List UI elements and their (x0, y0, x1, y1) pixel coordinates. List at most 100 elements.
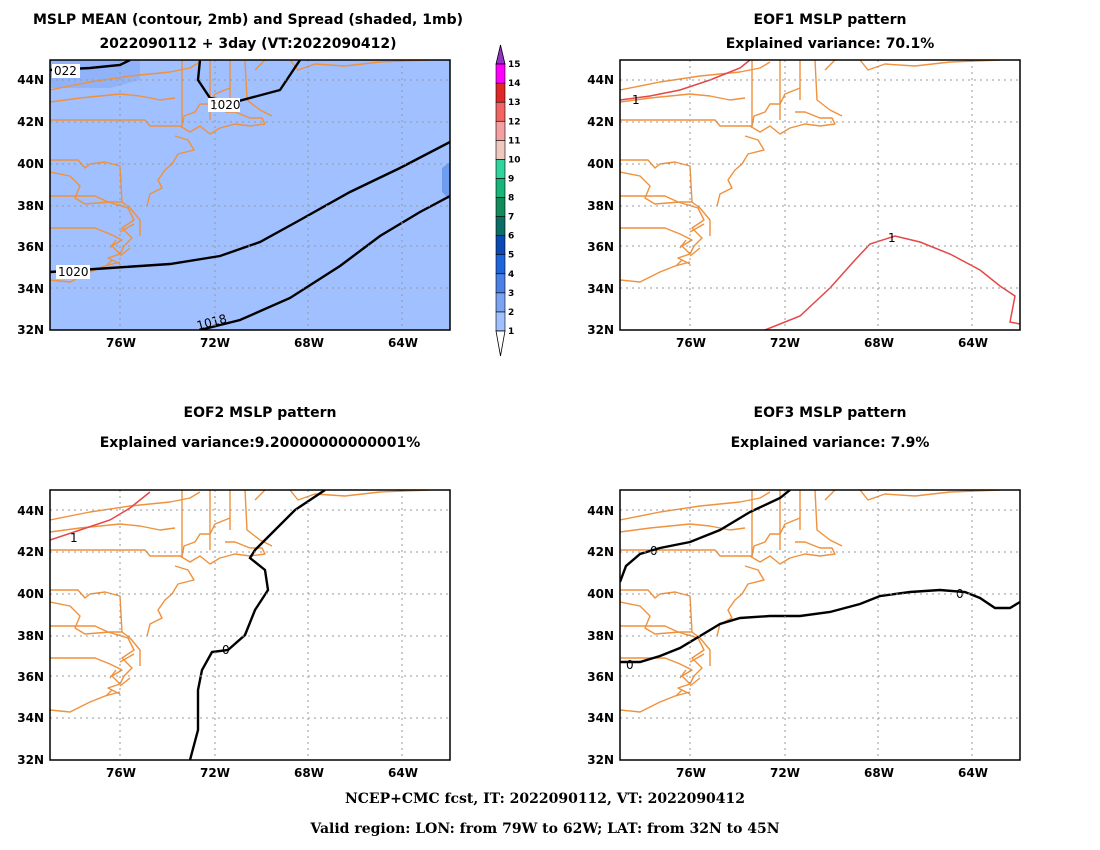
colorbar-box (495, 120, 506, 141)
colorbar-box (495, 159, 506, 179)
lat-label: 40N (587, 157, 614, 171)
panel3-title: EOF2 MSLP pattern (184, 405, 337, 421)
panel-eof1: EOF1 MSLP pattern Explained variance: 70… (587, 12, 1021, 350)
lon-label: 76W (106, 766, 136, 780)
contour-label: 1 (632, 93, 640, 107)
lat-label: 32N (17, 323, 44, 337)
panel2-title: EOF1 MSLP pattern (754, 12, 907, 28)
footer-line-2: Valid region: LON: from 79W to 62W; LAT:… (309, 821, 779, 837)
lat-label: 36N (17, 670, 44, 684)
colorbar-box (495, 292, 506, 313)
colorbar-label: 3 (508, 289, 514, 299)
lat-label: 32N (587, 753, 614, 767)
colorbar-box (495, 216, 506, 236)
lat-axis: 44N 42N 40N 38N 36N 34N 32N (587, 504, 614, 767)
lon-label: 64W (388, 336, 418, 350)
colorbar-box (495, 63, 506, 84)
lat-axis: 44N 42N 40N 38N 36N 34N 32N (587, 73, 614, 337)
lon-label: 72W (200, 766, 230, 780)
spread-shading-4mb (442, 162, 450, 200)
lat-label: 32N (17, 753, 44, 767)
colorbar-label: 12 (508, 117, 521, 127)
lon-label: 64W (958, 336, 988, 350)
lat-label: 42N (17, 545, 44, 559)
gridlines (50, 490, 450, 760)
lon-label: 68W (294, 336, 324, 350)
colorbar-label: 8 (508, 194, 514, 204)
panel4-subtitle: Explained variance: 7.9% (731, 435, 930, 451)
lat-label: 36N (587, 670, 614, 684)
gridlines (620, 60, 1020, 330)
lat-label: 38N (587, 199, 614, 213)
eof1-contours (620, 60, 1020, 330)
lat-label: 34N (17, 282, 44, 296)
mslp-contours (50, 60, 450, 330)
contour-label: 1 (888, 231, 896, 245)
contour-label: 0 (222, 643, 230, 657)
lat-label: 42N (587, 545, 614, 559)
lon-axis: 76W 72W 68W 64W (676, 336, 988, 350)
colorbar-label: 15 (508, 60, 521, 70)
colorbar-box (495, 178, 506, 198)
lat-label: 42N (587, 115, 614, 129)
colorbar-box (495, 82, 506, 103)
colorbar-label: 7 (508, 213, 514, 223)
panel3-subtitle: Explained variance:9.20000000000001% (100, 435, 421, 451)
lon-axis: 76W 72W 68W 64W (106, 766, 418, 780)
lat-label: 40N (587, 587, 614, 601)
map-frame (619, 59, 1021, 331)
panel4-title: EOF3 MSLP pattern (754, 405, 907, 421)
contour-label: 0 (650, 544, 658, 558)
contour-label: 1 (70, 531, 78, 545)
lat-label: 38N (17, 199, 44, 213)
lon-label: 72W (770, 336, 800, 350)
gridlines (50, 60, 450, 330)
colorbar-box (495, 101, 506, 122)
lat-label: 34N (587, 711, 614, 725)
contour-label: 0 (626, 658, 634, 672)
colorbar-label: 13 (508, 98, 521, 108)
map-frame (49, 489, 451, 761)
lat-label: 38N (17, 629, 44, 643)
panel2-subtitle: Explained variance: 70.1% (726, 36, 935, 52)
colorbar-arrow-bottom (495, 330, 506, 357)
contour-label: 1020 (58, 265, 89, 279)
lon-label: 72W (200, 336, 230, 350)
lat-label: 40N (17, 157, 44, 171)
lat-label: 44N (17, 504, 44, 518)
colorbar-box (495, 254, 506, 275)
colorbar-label: 6 (508, 232, 514, 242)
lat-label: 44N (17, 73, 44, 87)
colorbar-box (495, 197, 506, 217)
eof3-contours (620, 490, 1020, 664)
lat-label: 44N (587, 73, 614, 87)
lon-label: 64W (958, 766, 988, 780)
colorbar-label: 2 (508, 308, 514, 318)
lat-label: 36N (17, 240, 44, 254)
lat-axis: 44N 42N 40N 38N 36N 34N 32N (17, 73, 44, 337)
eof2-contours (50, 490, 326, 760)
mslp-contour-labels: 022 1020 1020 1018 (52, 64, 241, 330)
lat-label: 34N (587, 282, 614, 296)
gridlines (620, 490, 1020, 760)
contour-label: 0 (956, 587, 964, 601)
map-frame (49, 59, 451, 331)
panel-eof3: EOF3 MSLP pattern Explained variance: 7.… (587, 405, 1021, 780)
colorbar-box (495, 311, 506, 332)
lon-label: 76W (676, 336, 706, 350)
colorbar-label: 1 (508, 327, 514, 337)
lon-axis: 76W 72W 68W 64W (676, 766, 988, 780)
lon-label: 64W (388, 766, 418, 780)
lat-axis: 44N 42N 40N 38N 36N 34N 32N (17, 504, 44, 767)
map-frame (619, 489, 1021, 761)
colorbar-label: 14 (508, 79, 521, 89)
footer-line-1: NCEP+CMC fcst, IT: 2022090112, VT: 20220… (345, 791, 745, 807)
lat-label: 36N (587, 240, 614, 254)
lat-label: 42N (17, 115, 44, 129)
panel1-subtitle: 2022090112 + 3day (VT:2022090412) (99, 36, 396, 52)
lon-axis: 76W 72W 68W 64W (106, 336, 418, 350)
contour-label: 022 (54, 64, 77, 78)
lon-label: 76W (676, 766, 706, 780)
lat-label: 32N (587, 323, 614, 337)
lon-label: 72W (770, 766, 800, 780)
